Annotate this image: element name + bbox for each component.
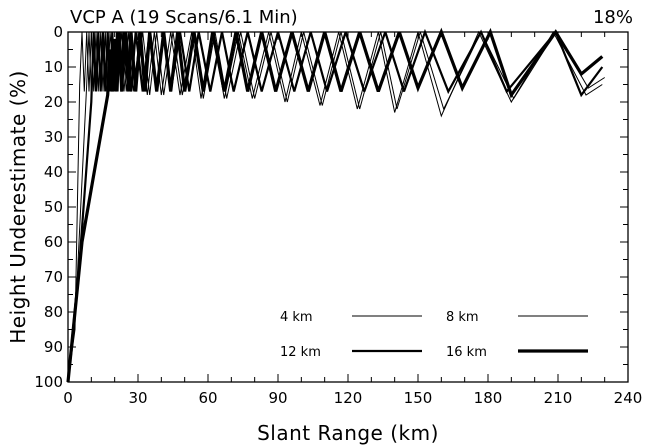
x-tick-label: 150 — [404, 389, 433, 407]
y-tick-label: 0 — [53, 23, 63, 41]
series-line-8km — [67, 30, 605, 383]
x-tick-label: 240 — [614, 389, 643, 407]
legend-label-16km: 16 km — [446, 345, 487, 360]
y-tick-label: 70 — [44, 268, 63, 286]
legend-label-4km: 4 km — [280, 310, 313, 325]
legend: 4 km 8 km 12 km 16 km — [280, 310, 588, 360]
series-line-16km — [66, 27, 604, 383]
y-tick-label: 100 — [34, 373, 63, 391]
x-tick-label: 30 — [128, 389, 147, 407]
chart-title: VCP A (19 Scans/6.1 Min) — [70, 7, 298, 28]
x-axis: 0 30 60 90 120 150 180 210 240 — [63, 32, 642, 407]
y-tick-label: 10 — [44, 58, 63, 76]
y-tick-label: 30 — [44, 128, 63, 146]
y-tick-label: 20 — [44, 93, 63, 111]
x-tick-label: 120 — [334, 389, 363, 407]
x-tick-label: 90 — [268, 389, 287, 407]
x-axis-title: Slant Range (km) — [257, 421, 439, 445]
legend-label-12km: 12 km — [280, 345, 321, 360]
legend-label-8km: 8 km — [446, 310, 479, 325]
x-tick-label: 0 — [63, 389, 73, 407]
x-tick-label: 210 — [544, 389, 573, 407]
series-layer — [66, 27, 605, 383]
plot-frame — [67, 31, 629, 383]
chart-title-right: 18% — [593, 7, 633, 28]
y-tick-label: 40 — [44, 163, 63, 181]
y-tick-label: 80 — [44, 303, 63, 321]
x-tick-label: 60 — [198, 389, 217, 407]
title-group: VCP A (19 Scans/6.1 Min) 18% — [70, 7, 633, 28]
y-tick-label: 60 — [44, 233, 63, 251]
y-axis: 0 10 20 30 40 50 60 70 80 90 100 — [34, 23, 628, 391]
y-axis-title: Height Underestimate (%) — [6, 70, 30, 344]
y-tick-label: 50 — [44, 198, 63, 216]
x-tick-label: 180 — [474, 389, 503, 407]
y-tick-label: 90 — [44, 338, 63, 356]
